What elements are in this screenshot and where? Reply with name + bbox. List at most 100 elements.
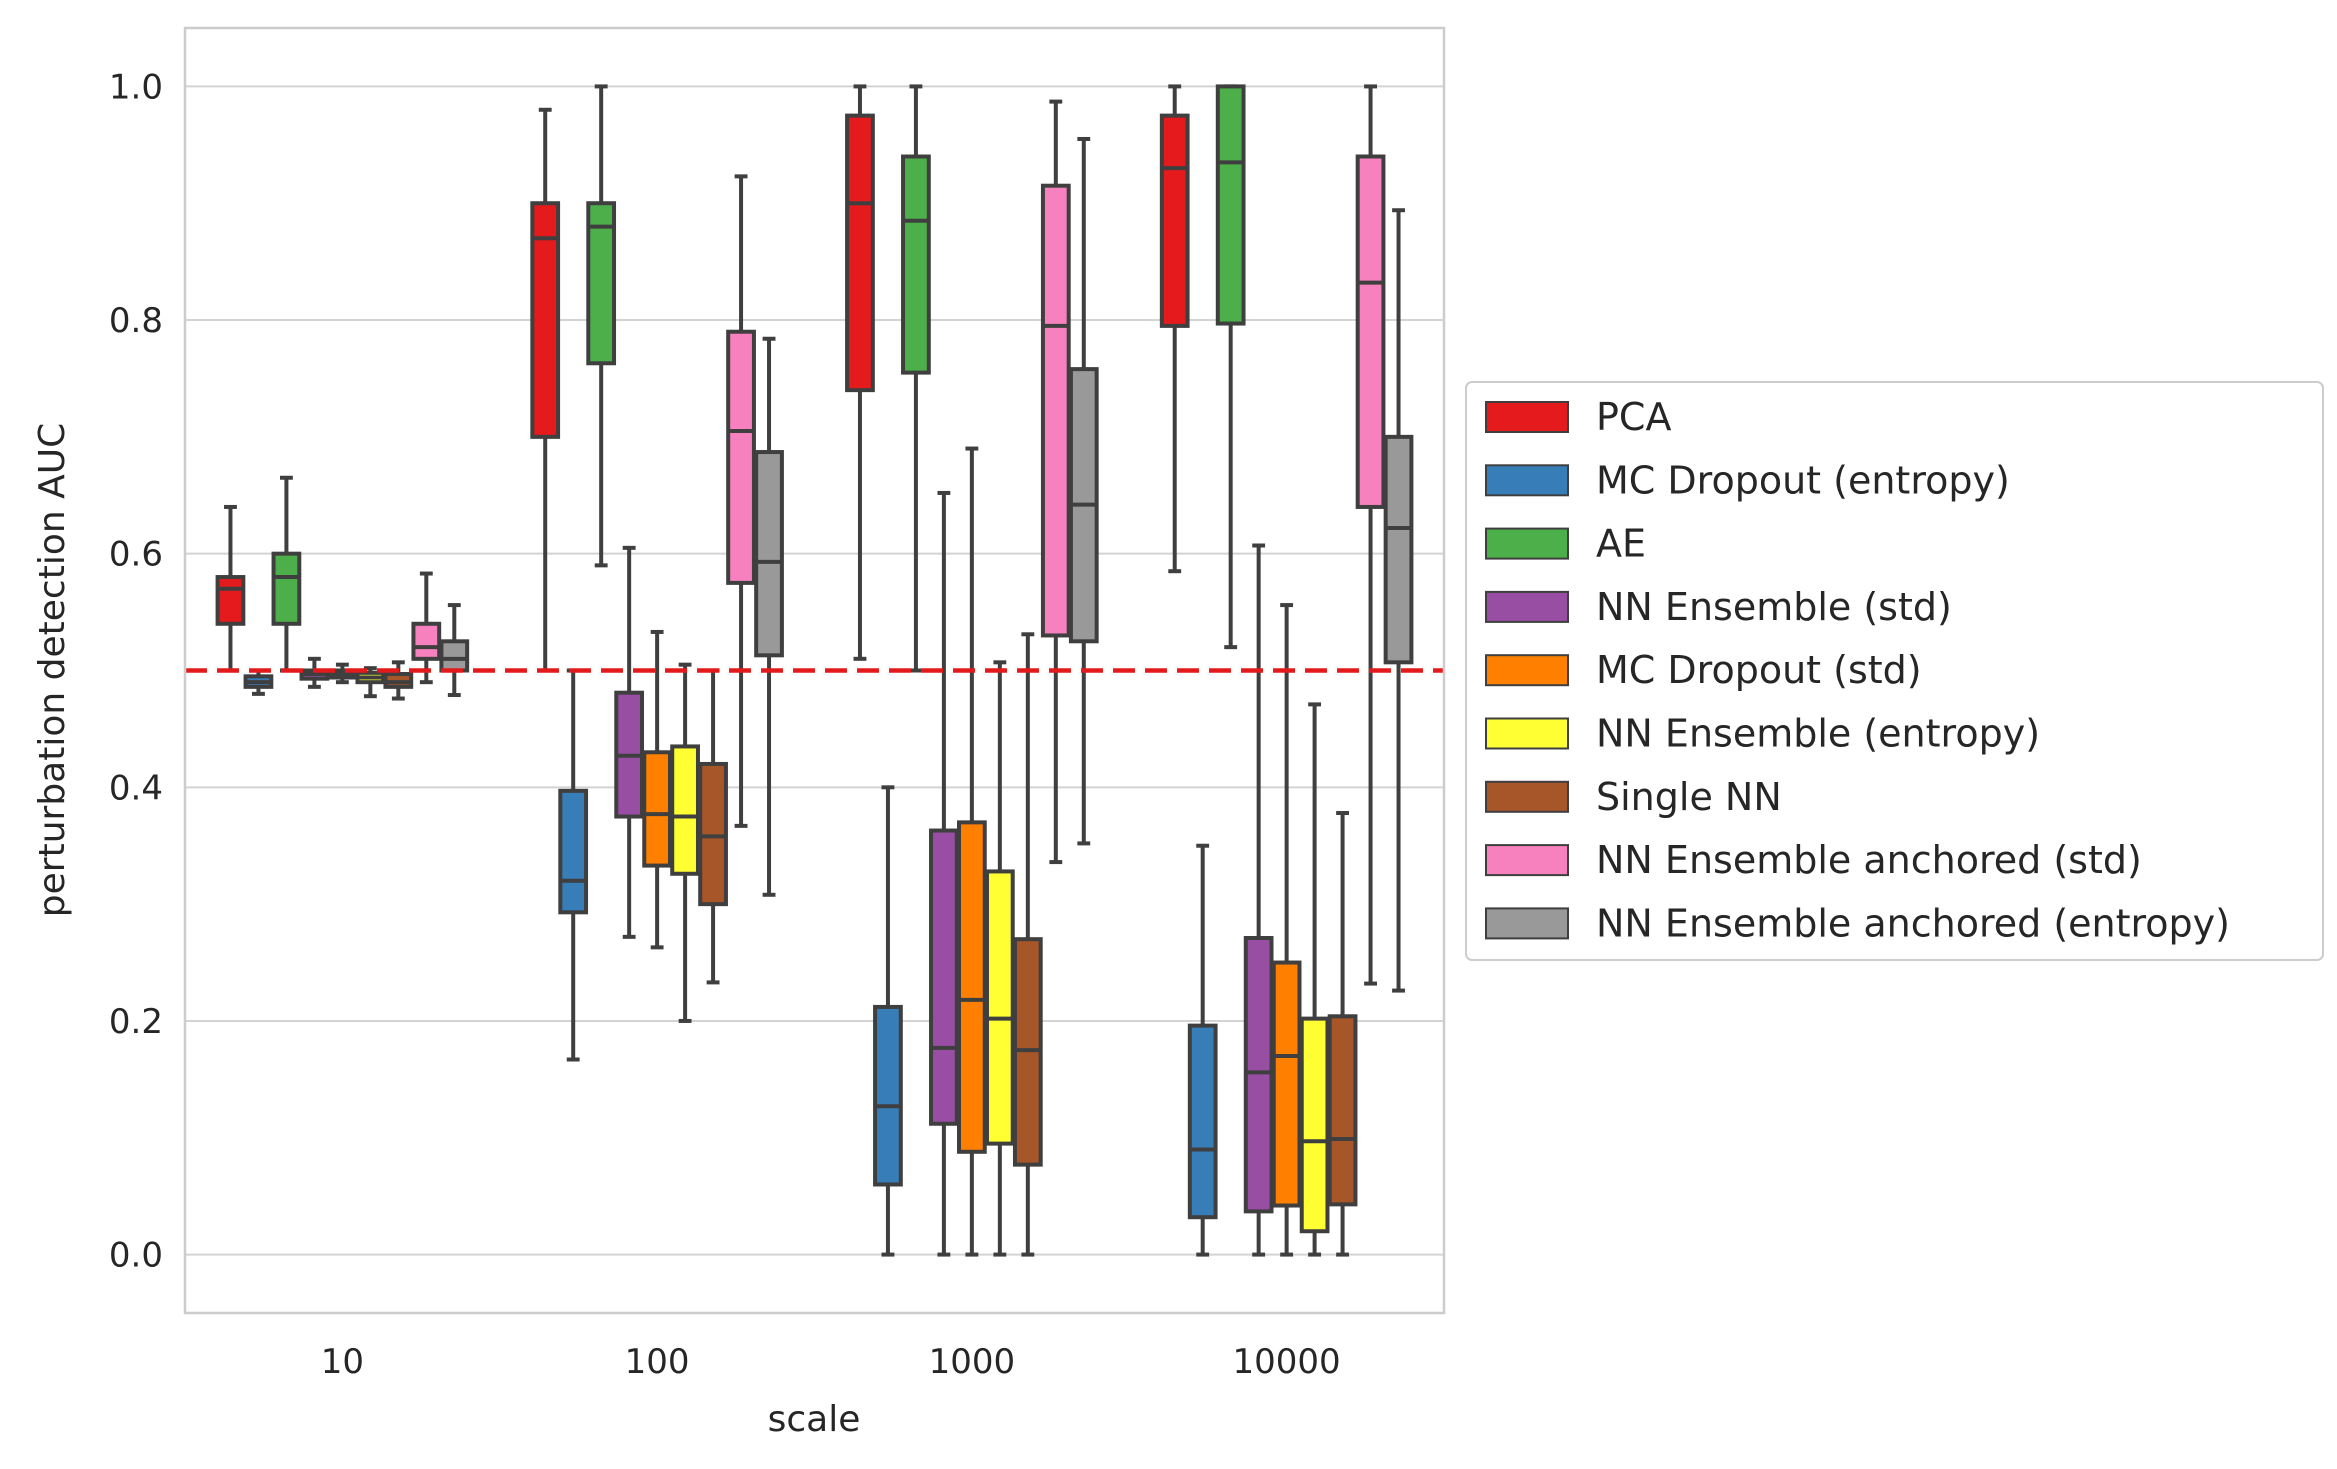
y-tick-label: 0.8 [109, 301, 163, 341]
box-iqr [1299, 1016, 1330, 1234]
box-nn-ensemble-std-1000 [929, 490, 959, 1257]
box-mc-dropout-std-10 [327, 662, 358, 685]
box-nn-ensemble-entropy-10 [355, 666, 386, 699]
plot-frame [183, 26, 1446, 1315]
x-tick-label: 100 [625, 1342, 690, 1382]
x-tick-label: 10000 [1233, 1342, 1341, 1382]
box-single-nn-10 [383, 660, 414, 701]
box-iqr [215, 575, 246, 626]
legend-swatch [1485, 590, 1569, 623]
box-nn-ensemble-std-100 [614, 545, 645, 939]
box-iqr [1327, 1014, 1358, 1207]
box-ae-1000 [901, 84, 931, 673]
legend-item: AE [1485, 522, 1646, 566]
box-iqr [901, 154, 931, 375]
legend-swatch [1485, 717, 1569, 750]
box-iqr [642, 750, 672, 868]
box-ae-100 [586, 84, 617, 568]
x-tick-label: 1000 [929, 1342, 1016, 1382]
box-iqr [957, 820, 987, 1154]
y-tick-label: 1.0 [109, 67, 163, 107]
x-tick-label: 10 [321, 1342, 364, 1382]
box-iqr [558, 788, 589, 915]
y-tick-label: 0.4 [109, 768, 163, 808]
legend-item: NN Ensemble (entropy) [1485, 712, 2040, 756]
legend-label: NN Ensemble anchored (entropy) [1596, 901, 2230, 945]
legend-swatch [1485, 780, 1569, 813]
box-iqr [271, 551, 302, 626]
box-mc-dropout-entropy-100 [558, 668, 589, 1062]
box-iqr [845, 113, 875, 393]
legend-frame [1465, 381, 2324, 961]
box-mc-dropout-std-10000 [1271, 603, 1302, 1257]
legend-swatch [1485, 464, 1569, 497]
legend-item: NN Ensemble (std) [1485, 585, 1952, 629]
legend-item: NN Ensemble anchored (entropy) [1485, 901, 2230, 945]
x-tick-labels: 10 100 1000 10000 [321, 1342, 1341, 1382]
box-nn-ensemble-anchored-std-10 [411, 571, 442, 685]
box-iqr [984, 869, 1015, 1146]
box-iqr [1187, 1023, 1218, 1220]
plot-area [183, 26, 1446, 1315]
legend-item: Single NN [1485, 775, 1782, 819]
box-groups [215, 84, 1414, 1257]
box-nn-ensemble-std-10000 [1243, 543, 1274, 1257]
y-tick-label: 0.0 [109, 1236, 163, 1276]
legend-item: PCA [1485, 395, 1671, 439]
y-axis-label: perturbation detection AUC [32, 423, 73, 917]
box-iqr [1355, 154, 1386, 509]
box-pca-100 [530, 107, 561, 673]
legend-item: MC Dropout (std) [1485, 648, 1922, 692]
legend-label: NN Ensemble (std) [1596, 585, 1952, 629]
box-mc-dropout-entropy-10000 [1187, 843, 1218, 1257]
legend-swatch [1485, 844, 1569, 877]
legend-label: PCA [1596, 395, 1671, 439]
x-axis-label: scale [768, 1399, 861, 1440]
box-nn-ensemble-entropy-100 [670, 662, 700, 1023]
legend-label: MC Dropout (std) [1596, 648, 1922, 692]
box-nn-ensemble-anchored-entropy-1000 [1068, 136, 1099, 846]
legend-item: MC Dropout (entropy) [1485, 458, 2010, 502]
y-tick-label: 0.2 [109, 1002, 163, 1042]
box-iqr [1383, 434, 1414, 665]
y-tick-label: 0.6 [109, 535, 163, 575]
box-iqr [929, 828, 959, 1126]
box-nn-ensemble-anchored-std-10000 [1355, 84, 1386, 986]
legend: PCA MC Dropout (entropy) AE NN Ensemble (st… [1465, 381, 2324, 961]
box-mc-dropout-entropy-1000 [873, 785, 903, 1257]
box-nn-ensemble-anchored-std-100 [726, 174, 756, 828]
box-iqr [1040, 183, 1071, 638]
box-iqr [754, 450, 784, 658]
legend-label: Single NN [1596, 775, 1782, 819]
box-iqr [1215, 84, 1246, 326]
legend-label: AE [1596, 522, 1646, 566]
box-nn-ensemble-entropy-1000 [984, 660, 1015, 1257]
box-iqr [873, 1004, 903, 1187]
box-pca-10000 [1159, 84, 1190, 574]
legend-swatch [1485, 654, 1569, 687]
box-nn-ensemble-anchored-entropy-100 [754, 336, 784, 897]
box-nn-ensemble-entropy-10000 [1299, 702, 1330, 1257]
box-nn-ensemble-anchored-entropy-10 [439, 603, 470, 698]
box-iqr [726, 329, 756, 585]
legend-item: NN Ensemble anchored (std) [1485, 838, 2142, 882]
box-iqr [698, 761, 728, 907]
box-ae-10000 [1215, 84, 1246, 650]
box-iqr [530, 201, 561, 439]
box-single-nn-10000 [1327, 811, 1358, 1257]
box-iqr [1243, 936, 1274, 1214]
box-iqr [1271, 960, 1302, 1208]
box-mc-dropout-std-100 [642, 629, 672, 950]
box-iqr [1159, 113, 1190, 328]
box-iqr [586, 201, 617, 366]
legend-label: NN Ensemble anchored (std) [1596, 838, 2142, 882]
y-tick-labels: 0.0 0.2 0.4 0.6 0.8 1.0 [109, 67, 163, 1275]
legend-items: PCA MC Dropout (entropy) AE NN Ensemble (st… [1485, 395, 2230, 945]
legend-swatch [1485, 907, 1569, 940]
box-mc-dropout-std-1000 [957, 446, 987, 1257]
box-nn-ensemble-anchored-entropy-10000 [1383, 208, 1414, 993]
box-pca-1000 [845, 84, 875, 661]
legend-swatch [1485, 401, 1569, 433]
legend-label: NN Ensemble (entropy) [1596, 712, 2040, 756]
